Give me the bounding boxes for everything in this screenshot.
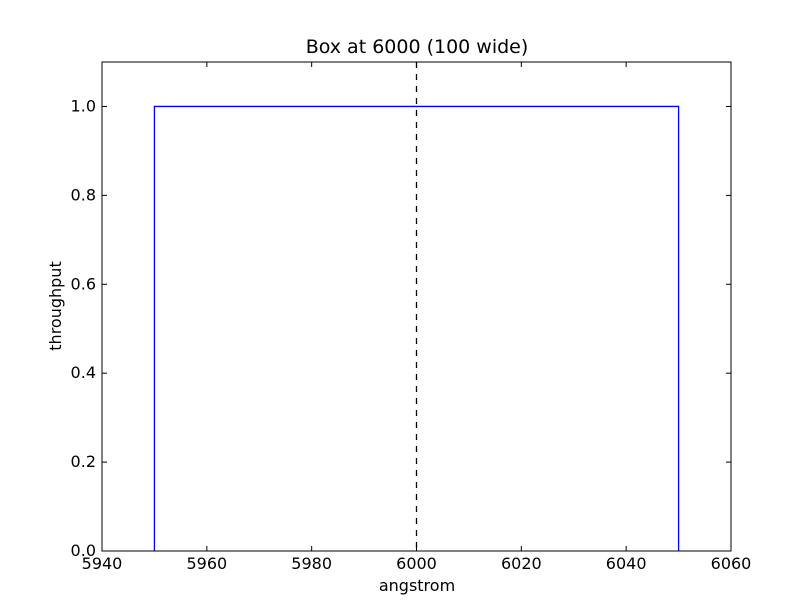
series-line-0 <box>153 105 680 551</box>
x-axis-label: angstrom <box>379 576 455 595</box>
y-tick-label: 1.0 <box>71 96 96 115</box>
y-tick-label: 0.6 <box>71 274 96 293</box>
y-tick-label: 0.2 <box>71 452 96 471</box>
x-tick-label: 6040 <box>606 554 647 573</box>
x-tick-label: 6060 <box>711 554 752 573</box>
y-tick-label: 0.8 <box>71 185 96 204</box>
y-tick-label: 0.4 <box>71 363 96 382</box>
y-axis-label: throughput <box>46 261 65 350</box>
x-tick-label: 5960 <box>186 554 227 573</box>
chart-title: Box at 6000 (100 wide) <box>306 36 529 58</box>
x-tick-label: 5980 <box>291 554 332 573</box>
x-tick-label: 5940 <box>82 554 123 573</box>
axis-tick-labels: 5940 5960 5980 6000 6020 6040 6060 0.0 0.2 0.4 0.6… <box>71 96 752 573</box>
axis-ticks <box>101 62 732 552</box>
x-tick-label: 6020 <box>501 554 542 573</box>
y-tick-label: 0.0 <box>71 541 96 560</box>
chart-marks <box>153 62 680 551</box>
x-tick-label: 6000 <box>396 554 437 573</box>
